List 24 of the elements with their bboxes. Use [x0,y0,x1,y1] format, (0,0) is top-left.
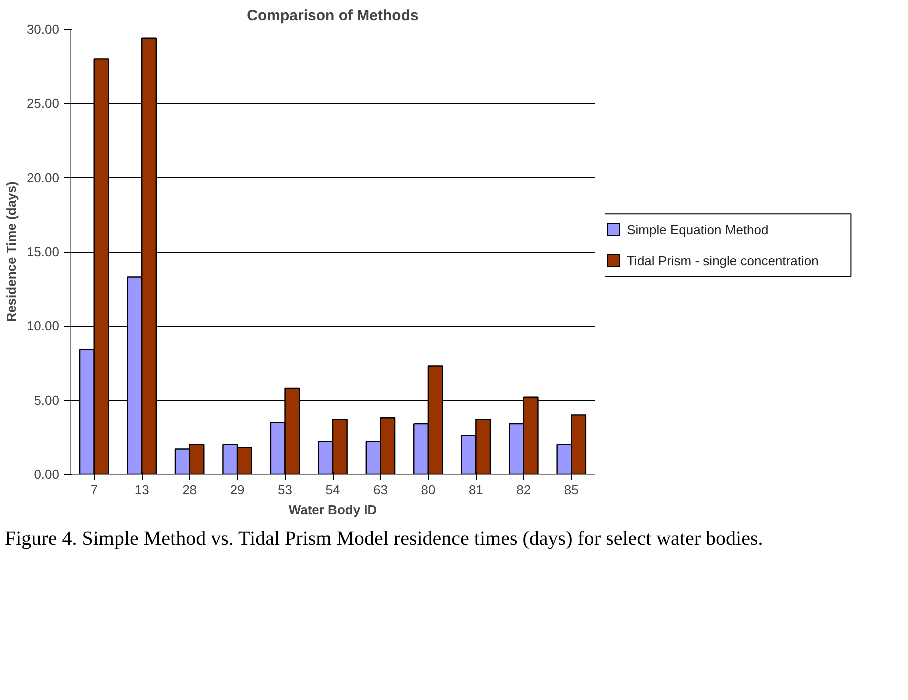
x-axis-title: Water Body ID [288,502,378,518]
y-tick-label: 30.00 [26,22,60,37]
legend-label: Simple Equation Method [627,222,769,238]
chart-title: Comparison of Methods [247,8,419,24]
y-tick-label: 25.00 [26,96,60,112]
x-tick-label: 82 [516,482,532,498]
y-tick-label: 10.00 [26,318,60,334]
x-tick-label: 13 [134,482,150,498]
x-tick-label: 7 [90,482,98,498]
x-tick-label: 80 [421,482,436,498]
y-axis-title: Residence Time (days) [4,182,19,322]
x-tick-label: 29 [230,482,245,498]
y-tick-label: 20.00 [26,170,60,186]
legend-label: Tidal Prism - single concentration [627,253,819,268]
x-tick-label: 63 [373,482,388,498]
caption: Figure 4. Simple Method vs. Tidal Prism Model residence times (days) for select water bodies. [5,527,764,552]
y-tick-label: 15.00 [26,244,60,260]
x-tick-label: 53 [278,482,293,498]
x-tick-label: 54 [326,482,340,498]
x-tick-label: 81 [468,482,484,498]
x-tick-label: 85 [564,482,579,498]
y-tick-label: 0.00 [34,467,60,482]
x-tick-label: 28 [182,482,198,498]
y-tick-label: 5.00 [34,392,60,408]
